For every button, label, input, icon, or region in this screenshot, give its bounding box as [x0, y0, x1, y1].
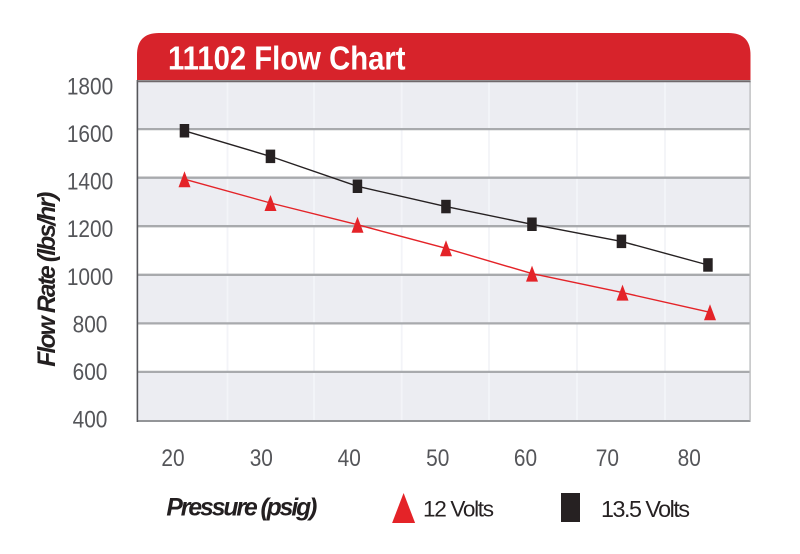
svg-text:1200: 1200: [67, 216, 113, 243]
svg-text:12 Volts: 12 Volts: [423, 497, 494, 522]
svg-text:13.5 Volts: 13.5 Volts: [601, 496, 690, 522]
svg-text:40: 40: [338, 445, 361, 472]
svg-text:30: 30: [250, 445, 273, 472]
svg-text:600: 600: [73, 359, 108, 386]
svg-text:60: 60: [514, 445, 537, 472]
svg-text:800: 800: [73, 311, 108, 338]
svg-text:Flow Rate (lbs/hr): Flow Rate (lbs/hr): [34, 192, 61, 367]
svg-text:70: 70: [596, 445, 619, 472]
svg-text:1800: 1800: [67, 73, 113, 100]
svg-text:1000: 1000: [67, 264, 113, 291]
svg-text:1400: 1400: [67, 168, 113, 195]
svg-text:20: 20: [161, 445, 184, 472]
svg-text:80: 80: [678, 445, 701, 472]
svg-text:400: 400: [73, 406, 108, 433]
svg-text:11102 Flow Chart: 11102 Flow Chart: [168, 40, 406, 77]
svg-text:Pressure (psig): Pressure (psig): [166, 495, 317, 522]
svg-text:50: 50: [426, 445, 449, 472]
svg-text:1600: 1600: [67, 121, 113, 148]
